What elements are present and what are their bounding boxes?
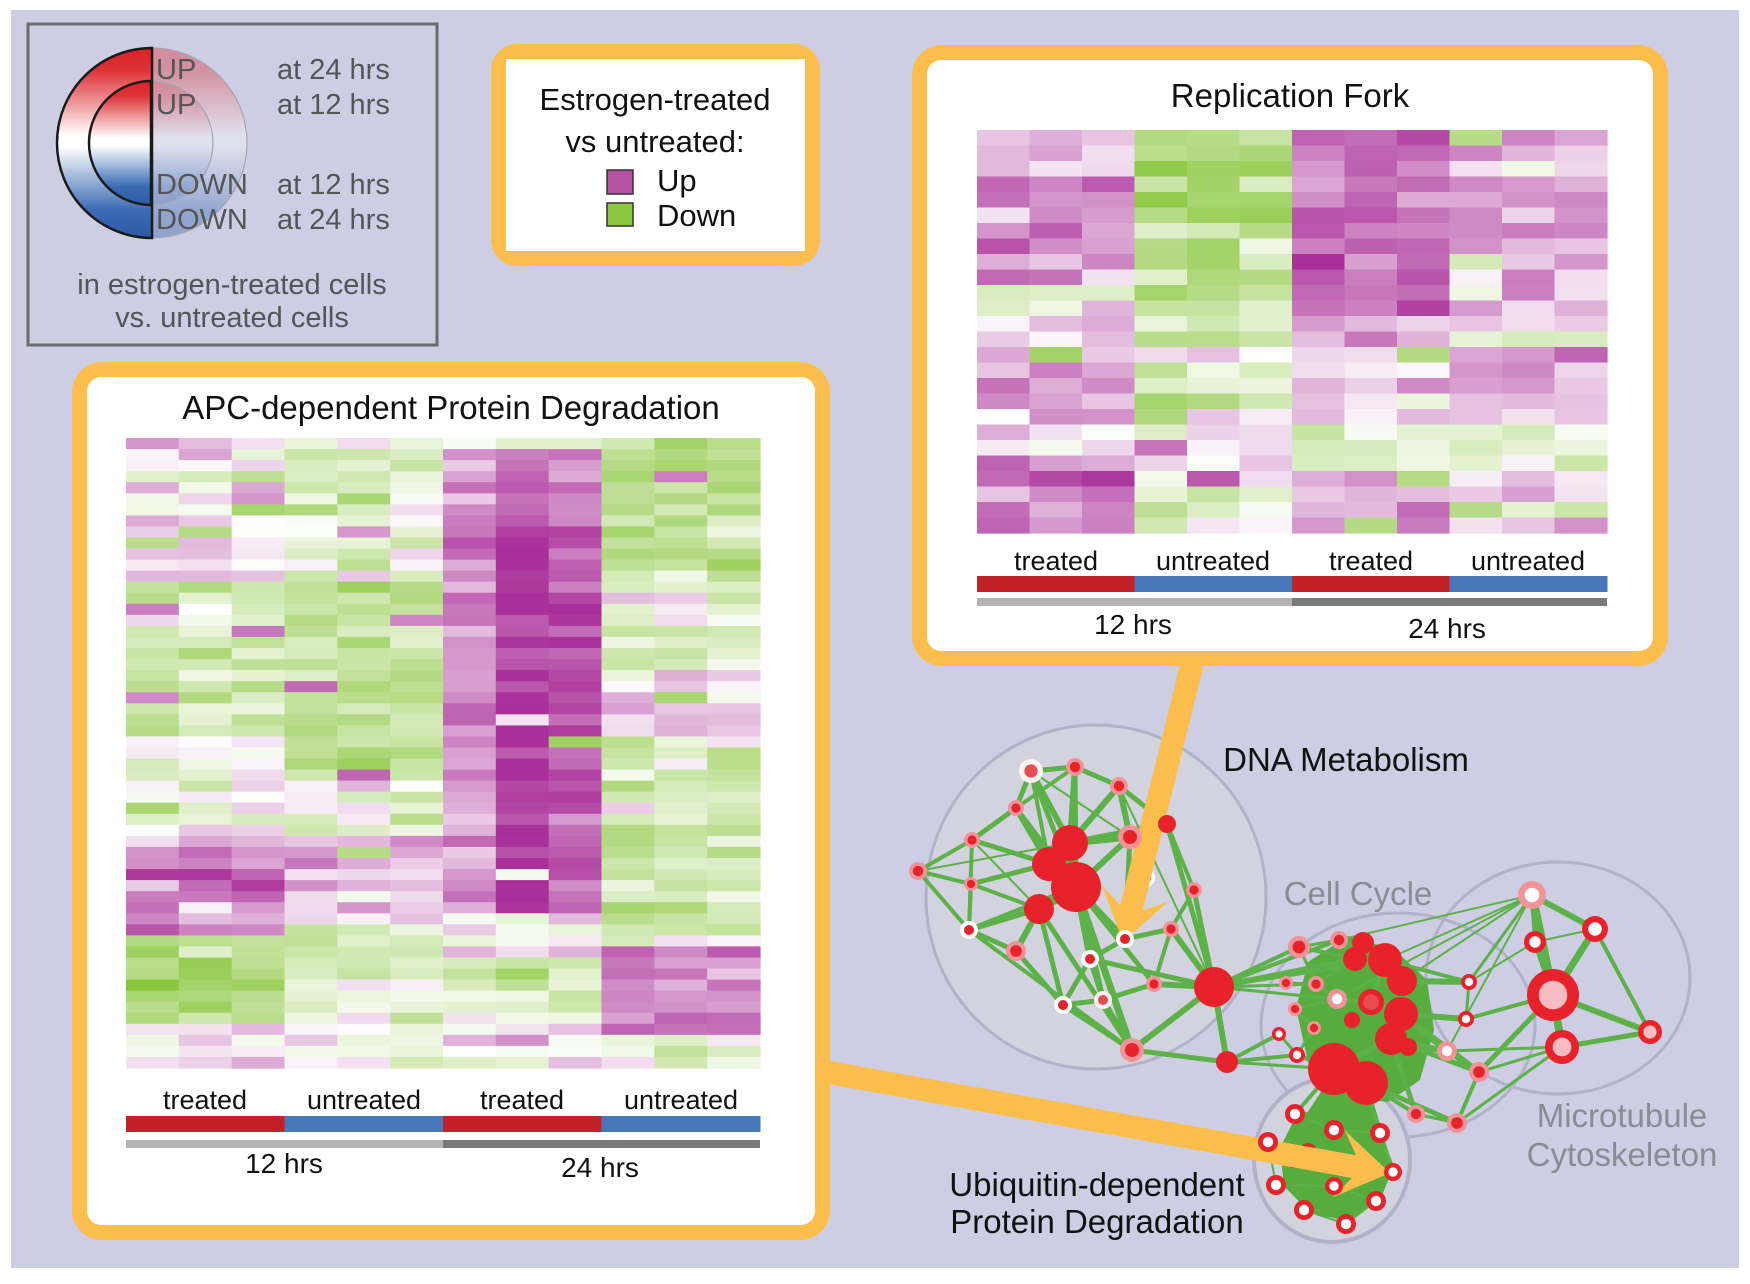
svg-text:untreated: untreated — [1156, 546, 1270, 576]
svg-text:12 hrs: 12 hrs — [245, 1148, 323, 1179]
svg-text:Cytoskeleton: Cytoskeleton — [1527, 1136, 1718, 1173]
svg-text:12 hrs: 12 hrs — [1094, 609, 1172, 640]
svg-text:at 12 hrs: at 12 hrs — [277, 169, 390, 201]
svg-text:untreated: untreated — [307, 1085, 421, 1115]
svg-text:untreated: untreated — [624, 1085, 738, 1115]
svg-text:24 hrs: 24 hrs — [1408, 613, 1486, 644]
svg-text:vs untreated:: vs untreated: — [565, 124, 744, 159]
svg-text:at 24 hrs: at 24 hrs — [277, 204, 390, 236]
svg-text:vs. untreated cells: vs. untreated cells — [115, 302, 349, 334]
svg-text:Down: Down — [657, 198, 736, 233]
svg-text:at 12 hrs: at 12 hrs — [277, 89, 390, 121]
svg-text:UP: UP — [156, 54, 196, 86]
svg-text:Protein Degradation: Protein Degradation — [950, 1203, 1244, 1240]
svg-text:Up: Up — [657, 163, 697, 198]
svg-text:treated: treated — [1329, 546, 1413, 576]
svg-text:in estrogen-treated cells: in estrogen-treated cells — [77, 269, 387, 301]
svg-text:treated: treated — [1014, 546, 1098, 576]
svg-text:DOWN: DOWN — [156, 169, 248, 201]
svg-text:Cell Cycle: Cell Cycle — [1284, 875, 1433, 912]
svg-text:Replication Fork: Replication Fork — [1171, 77, 1410, 114]
svg-text:treated: treated — [480, 1085, 564, 1115]
svg-text:treated: treated — [163, 1085, 247, 1115]
svg-text:Estrogen-treated: Estrogen-treated — [540, 82, 771, 117]
svg-text:24 hrs: 24 hrs — [561, 1152, 639, 1183]
svg-text:UP: UP — [156, 89, 196, 121]
svg-text:Microtubule: Microtubule — [1537, 1097, 1708, 1134]
svg-text:at 24 hrs: at 24 hrs — [277, 54, 390, 86]
svg-text:Ubiquitin-dependent: Ubiquitin-dependent — [949, 1166, 1244, 1203]
svg-text:untreated: untreated — [1471, 546, 1585, 576]
svg-text:DOWN: DOWN — [156, 204, 248, 236]
svg-text:DNA Metabolism: DNA Metabolism — [1223, 741, 1469, 778]
svg-text:APC-dependent Protein Degradat: APC-dependent Protein Degradation — [182, 389, 720, 426]
